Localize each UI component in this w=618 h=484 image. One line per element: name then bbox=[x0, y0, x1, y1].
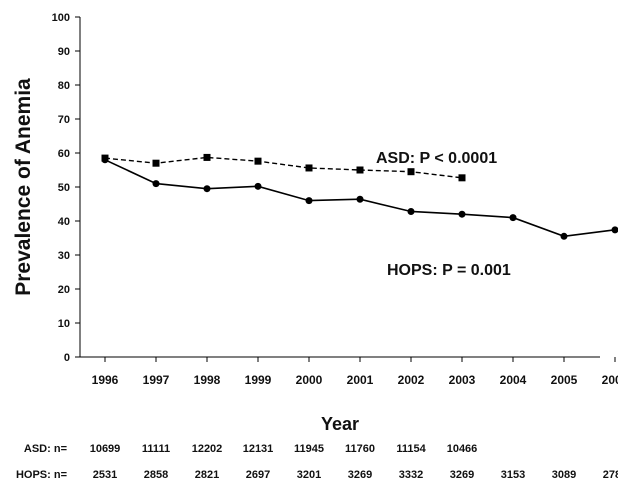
y-tick-label: 40 bbox=[58, 216, 70, 228]
hops-data-point bbox=[152, 180, 160, 188]
hops-data-point bbox=[305, 197, 313, 205]
hops-n-value: 2697 bbox=[246, 469, 270, 481]
x-tick-label: 2005 bbox=[551, 373, 578, 387]
x-axis-ticks: 1996 1997 1998 1999 2000 2001 2002 2003 2004 2005… bbox=[92, 357, 618, 387]
y-axis-title: Prevalence of Anemia bbox=[12, 78, 35, 296]
asd-data-point bbox=[152, 159, 160, 167]
y-tick-label: 10 bbox=[58, 318, 70, 330]
x-tick-label: 2006 bbox=[602, 373, 618, 387]
sample-size-values: 10699 11111 12202 12131 11945 11760 11154 10466… bbox=[90, 443, 618, 481]
hops-n-value: 3153 bbox=[501, 469, 525, 481]
hops-n-value: 3089 bbox=[552, 469, 576, 481]
x-tick-label: 1996 bbox=[92, 373, 119, 387]
asd-data-point bbox=[305, 164, 313, 172]
y-axis-ticks: 0 10 20 30 40 50 60 70 80 90 100 bbox=[52, 12, 80, 364]
x-tick-label: 1999 bbox=[245, 373, 272, 387]
asd-data-point bbox=[254, 157, 262, 165]
asd-data-point bbox=[458, 174, 466, 182]
sample-size-table: ASD: n= HOPS: n= 10699 11111 12202 12131 119… bbox=[16, 443, 618, 481]
hops-data-point bbox=[509, 214, 517, 222]
hops-data-point bbox=[101, 156, 109, 164]
asd-n-label: ASD: n= bbox=[24, 443, 67, 455]
asd-data-point bbox=[203, 153, 211, 161]
hops-data-point bbox=[203, 185, 211, 193]
asd-data-point bbox=[356, 166, 364, 174]
hops-n-value: 3332 bbox=[399, 469, 423, 481]
x-tick-label: 2003 bbox=[449, 373, 476, 387]
hops-n-value: 2782 bbox=[603, 469, 618, 481]
hops-data-point bbox=[356, 195, 364, 203]
asd-n-value: 11111 bbox=[142, 443, 170, 455]
x-axis-title: Year bbox=[321, 414, 359, 434]
y-tick-label: 60 bbox=[58, 148, 70, 160]
y-tick-label: 100 bbox=[52, 12, 70, 24]
asd-n-value: 10466 bbox=[447, 443, 478, 455]
hops-n-label: HOPS: n= bbox=[16, 469, 67, 481]
series-layer bbox=[101, 153, 618, 240]
x-tick-label: 1997 bbox=[143, 373, 170, 387]
asd-n-value: 10699 bbox=[90, 443, 121, 455]
x-tick-label: 2002 bbox=[398, 373, 425, 387]
x-tick-label: 1998 bbox=[194, 373, 221, 387]
hops-significance-annotation: HOPS: P = 0.001 bbox=[387, 262, 511, 279]
asd-n-value: 12131 bbox=[243, 443, 274, 455]
hops-n-value: 2858 bbox=[144, 469, 168, 481]
y-tick-label: 80 bbox=[58, 80, 70, 92]
asd-n-value: 11760 bbox=[345, 443, 375, 455]
hops-n-value: 2821 bbox=[195, 469, 219, 481]
hops-n-value: 2531 bbox=[93, 469, 117, 481]
y-tick-label: 30 bbox=[58, 250, 70, 262]
y-tick-label: 0 bbox=[64, 352, 70, 364]
asd-series-line bbox=[104, 156, 463, 179]
hops-data-point bbox=[458, 210, 466, 218]
hops-data-point bbox=[254, 182, 262, 190]
hops-data-point bbox=[407, 207, 415, 215]
hops-data-point bbox=[560, 232, 568, 240]
hops-data-point bbox=[611, 226, 618, 234]
y-tick-label: 20 bbox=[58, 284, 70, 296]
asd-data-point bbox=[407, 168, 415, 176]
hops-n-value: 3269 bbox=[450, 469, 474, 481]
x-tick-label: 2001 bbox=[347, 373, 374, 387]
asd-n-value: 11945 bbox=[294, 443, 324, 455]
y-tick-label: 90 bbox=[58, 46, 70, 58]
x-tick-label: 2004 bbox=[500, 373, 527, 387]
asd-n-value: 11154 bbox=[396, 443, 426, 455]
asd-n-value: 12202 bbox=[192, 443, 223, 455]
asd-significance-annotation: ASD: P < 0.0001 bbox=[376, 150, 497, 167]
hops-n-value: 3201 bbox=[297, 469, 321, 481]
x-tick-label: 2000 bbox=[296, 373, 323, 387]
hops-n-value: 3269 bbox=[348, 469, 372, 481]
y-tick-label: 50 bbox=[58, 182, 70, 194]
y-tick-label: 70 bbox=[58, 114, 70, 126]
